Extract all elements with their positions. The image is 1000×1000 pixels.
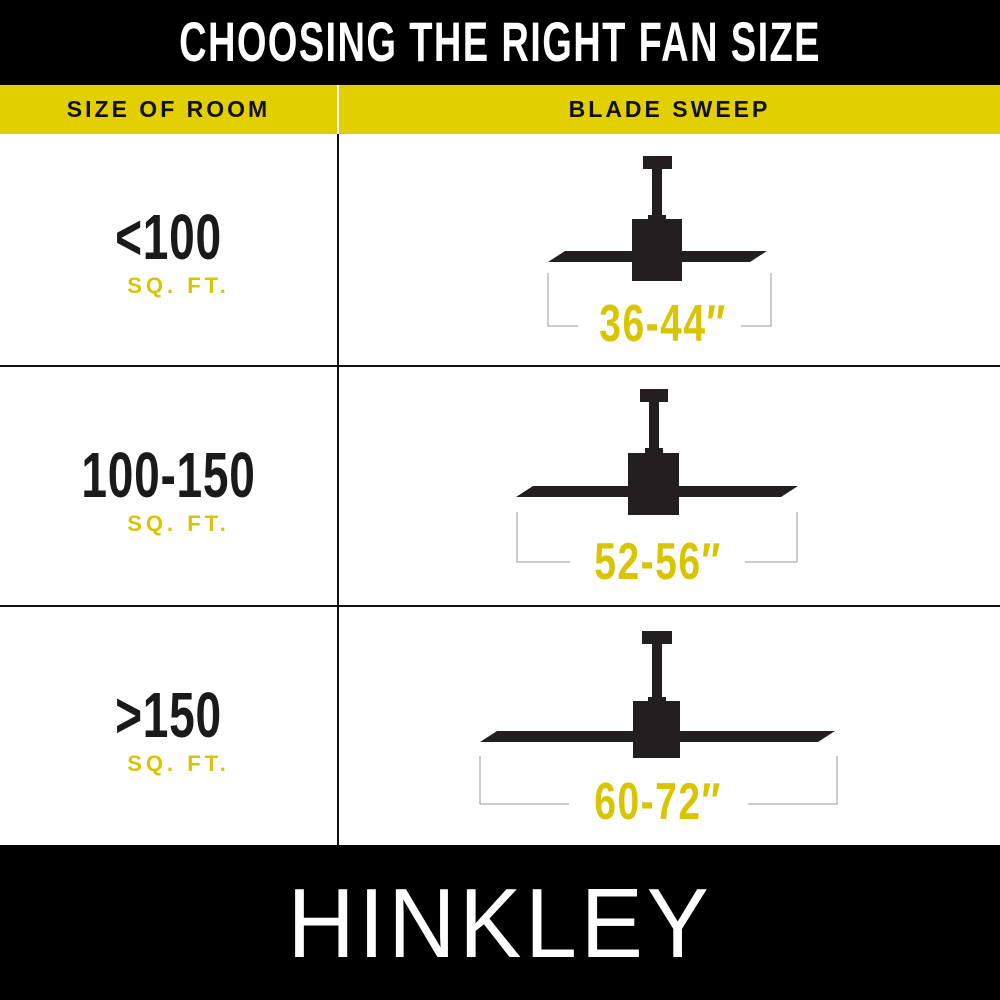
blade-sweep: 36-44″ — [599, 295, 727, 353]
footer-bar — [0, 845, 1000, 1000]
ceiling-fan-icon — [480, 631, 835, 758]
room-unit: SQ. FT. — [127, 751, 230, 776]
blade-sweep: 60-72″ — [594, 773, 722, 831]
column-header-room: SIZE OF ROOM — [66, 96, 271, 122]
blade-sweep: 52-56″ — [594, 533, 722, 591]
room-size: <100 — [115, 201, 222, 273]
room-unit: SQ. FT. — [127, 511, 230, 536]
table-row: >150 SQ. FT. — [0, 683, 337, 777]
table-row: <100 SQ. FT. — [0, 205, 337, 299]
row-divider — [0, 605, 1000, 607]
title-bar — [0, 0, 1000, 85]
room-size: 100-150 — [81, 439, 256, 511]
room-size: >150 — [115, 679, 222, 751]
table-row: 100-150 SQ. FT. — [0, 443, 337, 537]
row-divider — [0, 365, 1000, 367]
table-header — [0, 85, 1000, 134]
sweep-bracket — [479, 756, 838, 805]
column-divider — [337, 134, 339, 845]
ceiling-fan-icon — [516, 389, 798, 515]
room-unit: SQ. FT. — [127, 273, 230, 298]
page-title: CHOOSING THE RIGHT FAN SIZE — [179, 10, 821, 73]
sweep-bracket — [547, 273, 772, 327]
ceiling-fan-icon — [548, 156, 767, 281]
column-header-sweep: BLADE SWEEP — [568, 96, 771, 122]
brand-logo: HINKLEY — [287, 868, 713, 978]
sweep-bracket — [516, 512, 798, 563]
header-divider — [337, 85, 339, 134]
